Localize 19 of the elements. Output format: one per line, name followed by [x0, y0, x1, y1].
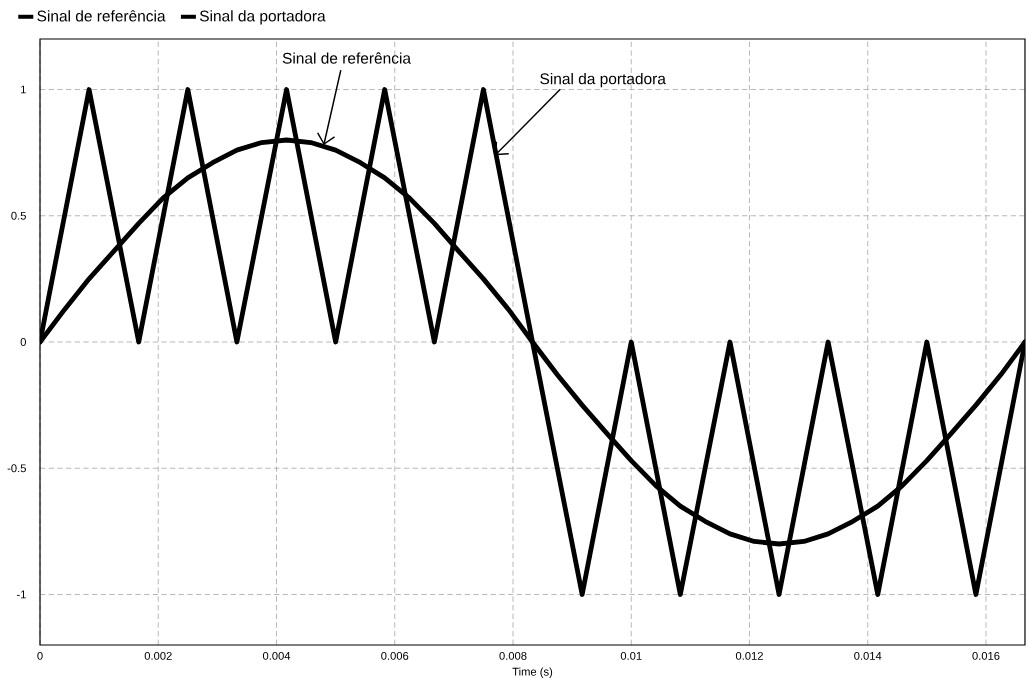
- x-tick-label: 0.004: [262, 651, 291, 660]
- legend-label: Sinal da portadora: [199, 10, 326, 25]
- x-tick-label: 0.01: [620, 651, 642, 660]
- x-axis-title: Time (s): [512, 667, 553, 678]
- x-tick-label: 0.016: [972, 651, 1000, 660]
- legend-label: Sinal de referência: [37, 10, 166, 22]
- x-tick-label: 0.014: [854, 651, 882, 660]
- x-tick-label: 0.002: [144, 651, 172, 660]
- y-tick-label: 0.5: [11, 211, 26, 220]
- y-tick-label: 1: [21, 85, 26, 94]
- x-tick-label: 0.008: [499, 651, 527, 660]
- y-tick-label: -1: [16, 590, 26, 599]
- annotation: Sinal de referência: [282, 52, 412, 64]
- y-tick-label: -0.5: [7, 464, 26, 473]
- x-tick-label: 0: [37, 651, 43, 660]
- annotation: Sinal da portadora: [540, 72, 666, 88]
- y-tick-label: 0: [20, 338, 26, 346]
- x-tick-label: 0.006: [381, 651, 409, 660]
- x-tick-label: 0.012: [735, 651, 763, 660]
